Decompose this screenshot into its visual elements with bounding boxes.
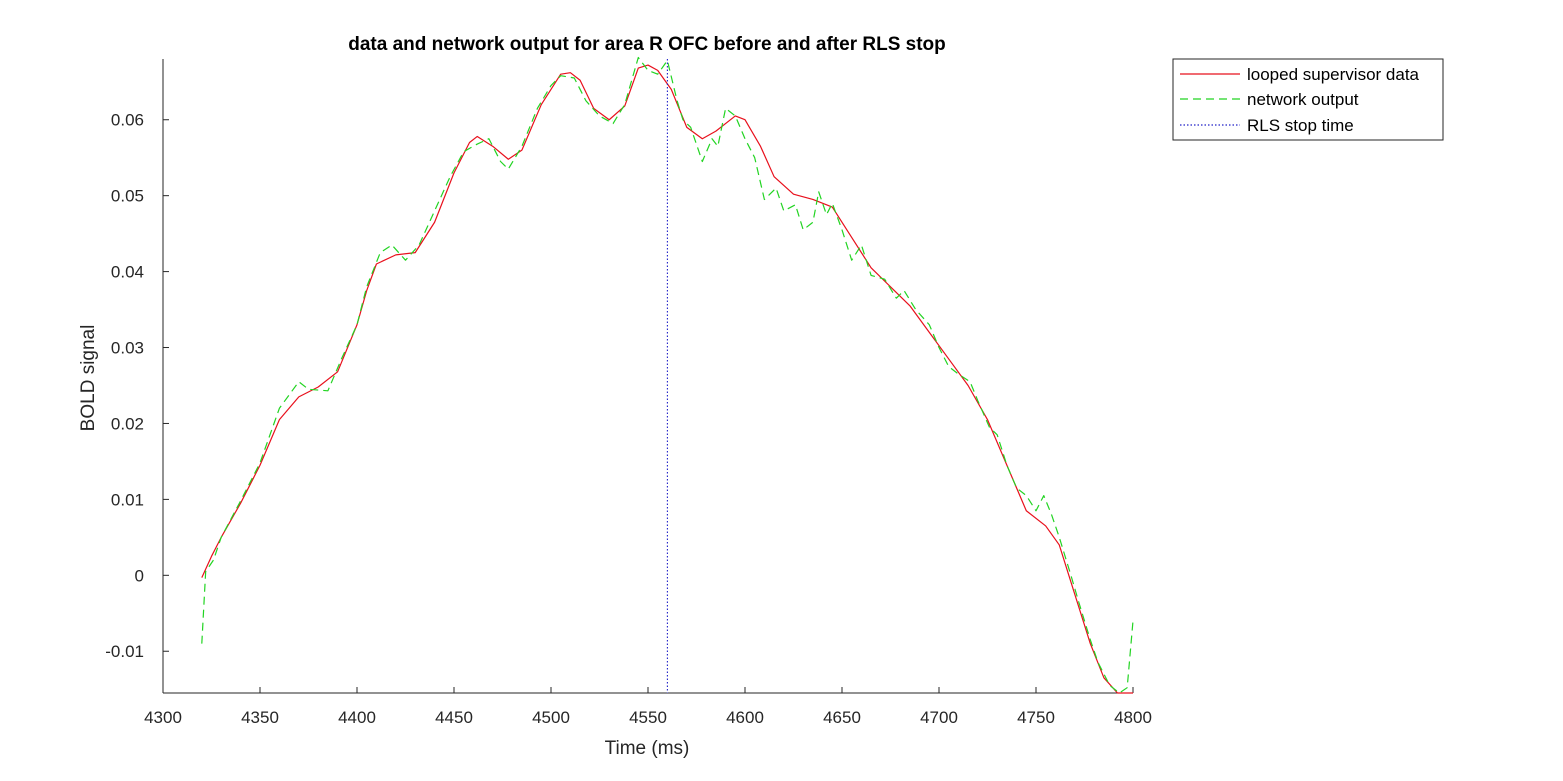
x-tick-label: 4500: [532, 708, 570, 727]
x-tick-label: 4750: [1017, 708, 1055, 727]
x-tick-label: 4600: [726, 708, 764, 727]
legend: looped supervisor data network output RL…: [1172, 58, 1444, 141]
x-tick-label: 4700: [920, 708, 958, 727]
x-tick-label: 4800: [1114, 708, 1152, 727]
chart-title: data and network output for area R OFC b…: [348, 34, 946, 55]
legend-box: [1172, 58, 1444, 141]
x-tick-label: 4550: [629, 708, 667, 727]
y-tick-label: 0.04: [111, 263, 144, 282]
legend-label-rls-stop: RLS stop time: [1247, 116, 1354, 135]
y-tick-label: 0.05: [111, 187, 144, 206]
y-axis-label: BOLD signal: [78, 325, 99, 432]
y-tick-label: 0.02: [111, 414, 144, 433]
x-axis-label: Time (ms): [605, 738, 690, 759]
y-tick-label: 0.03: [111, 339, 144, 358]
y-tick-label: -0.01: [105, 642, 144, 661]
y-axis-ticks: -0.01 0 0.01 0.02 0.03 0.04 0.05 0.06: [105, 111, 169, 661]
network-output-line: [201, 56, 1134, 694]
y-tick-label: 0.01: [111, 490, 144, 509]
supervisor-data-line: [201, 64, 1133, 694]
y-tick-label: 0.06: [111, 111, 144, 130]
x-tick-label: 4400: [338, 708, 376, 727]
series-layer: [201, 56, 1134, 694]
legend-label-supervisor: looped supervisor data: [1247, 65, 1420, 84]
x-axis-ticks: 4300 4350 4400 4450 4500 4550 4600 4650 4700 4750…: [144, 687, 1152, 727]
x-tick-label: 4300: [144, 708, 182, 727]
x-tick-label: 4450: [435, 708, 473, 727]
y-tick-label: 0: [135, 566, 144, 585]
plot-area: 4300 4350 4400 4450 4500 4550 4600 4650 4700 4750…: [105, 56, 1152, 727]
legend-label-network: network output: [1247, 90, 1359, 109]
x-tick-label: 4350: [241, 708, 279, 727]
x-tick-label: 4650: [823, 708, 861, 727]
